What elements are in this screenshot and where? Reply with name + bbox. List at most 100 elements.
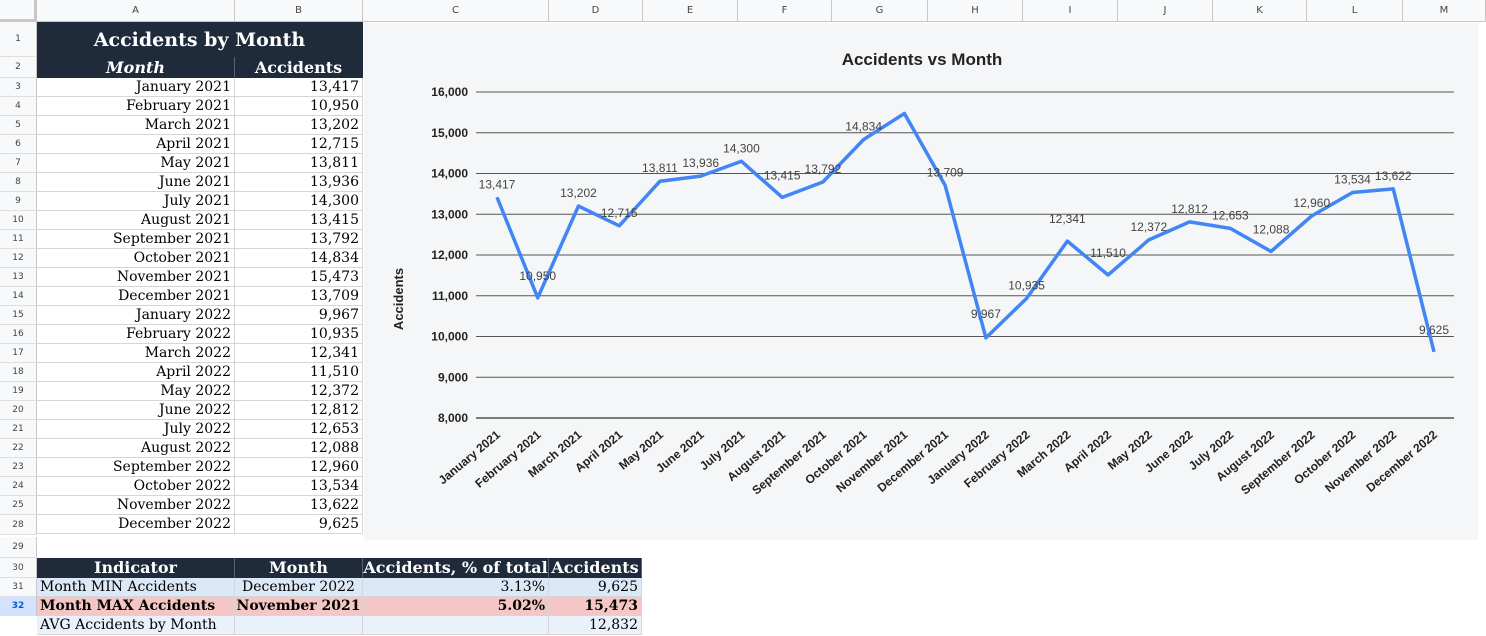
accidents-cell[interactable]: 15,473 [235, 268, 363, 287]
month-cell[interactable]: November 2022 [37, 496, 235, 515]
month-cell[interactable]: October 2022 [37, 477, 235, 496]
accidents-cell[interactable]: 14,300 [235, 192, 363, 211]
column-header-d[interactable]: D [549, 0, 643, 22]
table-title[interactable]: Accidents by Month [37, 22, 363, 57]
column-header-c[interactable]: C [363, 0, 549, 22]
row-header-16[interactable]: 16 [0, 325, 37, 344]
month-cell[interactable]: January 2021 [37, 78, 235, 97]
row-header-7[interactable]: 7 [0, 154, 37, 173]
summary-header-2[interactable]: Accidents, % of total [363, 558, 549, 578]
column-header-i[interactable]: I [1023, 0, 1118, 22]
row-header-5[interactable]: 5 [0, 116, 37, 135]
accidents-cell[interactable]: 9,967 [235, 306, 363, 325]
month-cell[interactable]: April 2022 [37, 363, 235, 382]
accidents-cell[interactable]: 10,935 [235, 325, 363, 344]
select-all-corner[interactable] [0, 0, 37, 22]
row-header-15[interactable]: 15 [0, 306, 37, 325]
summary-avg-indicator[interactable]: AVG Accidents by Month [37, 616, 235, 635]
accidents-cell[interactable]: 13,534 [235, 477, 363, 496]
accidents-cell[interactable]: 13,202 [235, 116, 363, 135]
row-header-11[interactable]: 11 [0, 230, 37, 249]
accidents-cell[interactable]: 11,510 [235, 363, 363, 382]
summary-header-0[interactable]: Indicator [37, 558, 235, 578]
column-header-j[interactable]: J [1118, 0, 1213, 22]
accidents-cell[interactable]: 14,834 [235, 249, 363, 268]
accidents-cell[interactable]: 13,792 [235, 230, 363, 249]
month-cell[interactable]: December 2021 [37, 287, 235, 306]
month-cell[interactable]: July 2021 [37, 192, 235, 211]
header-accidents[interactable]: Accidents [235, 57, 363, 78]
summary-min-value[interactable]: 9,625 [549, 578, 642, 597]
month-cell[interactable]: August 2021 [37, 211, 235, 230]
accidents-cell[interactable]: 13,811 [235, 154, 363, 173]
row-header-10[interactable]: 10 [0, 211, 37, 230]
summary-avg-month[interactable] [235, 616, 363, 635]
month-cell[interactable]: April 2021 [37, 135, 235, 154]
row-header-17[interactable]: 17 [0, 344, 37, 363]
month-cell[interactable]: June 2021 [37, 173, 235, 192]
summary-header-1[interactable]: Month [235, 558, 363, 578]
accidents-cell[interactable]: 12,960 [235, 458, 363, 477]
row-header-29[interactable]: 29 [0, 537, 37, 558]
summary-min-indicator[interactable]: Month MIN Accidents [37, 578, 235, 597]
row-header-1[interactable]: 1 [0, 22, 37, 57]
row-header-20[interactable]: 20 [0, 401, 37, 420]
column-header-l[interactable]: L [1307, 0, 1403, 22]
row-header-4[interactable]: 4 [0, 97, 37, 116]
row-header-2[interactable]: 2 [0, 57, 37, 78]
column-header-h[interactable]: H [928, 0, 1023, 22]
accidents-chart[interactable]: Accidents vs Month Accidents 8,000 9,000 1… [364, 23, 1478, 540]
accidents-cell[interactable]: 12,372 [235, 382, 363, 401]
row-header-6[interactable]: 6 [0, 135, 37, 154]
column-header-a[interactable]: A [37, 0, 235, 22]
accidents-cell[interactable]: 13,936 [235, 173, 363, 192]
month-cell[interactable]: February 2021 [37, 97, 235, 116]
summary-avg-value[interactable]: 12,832 [549, 616, 642, 635]
row-header-9[interactable]: 9 [0, 192, 37, 211]
accidents-cell[interactable]: 10,950 [235, 97, 363, 116]
row-header-3[interactable]: 3 [0, 78, 37, 97]
month-cell[interactable]: September 2021 [37, 230, 235, 249]
row-header-32[interactable]: 32 [0, 597, 37, 616]
month-cell[interactable]: January 2022 [37, 306, 235, 325]
accidents-cell[interactable]: 9,625 [235, 515, 363, 534]
row-header-22[interactable]: 22 [0, 439, 37, 458]
month-cell[interactable]: May 2021 [37, 154, 235, 173]
accidents-cell[interactable]: 13,415 [235, 211, 363, 230]
summary-avg-pct[interactable] [363, 616, 549, 635]
row-header-13[interactable]: 13 [0, 268, 37, 287]
summary-min-pct[interactable]: 3.13% [363, 578, 549, 597]
row-header-31[interactable]: 31 [0, 578, 37, 597]
row-header-28[interactable]: 28 [0, 516, 37, 535]
column-header-k[interactable]: K [1213, 0, 1307, 22]
month-cell[interactable]: August 2022 [37, 439, 235, 458]
accidents-cell[interactable]: 12,653 [235, 420, 363, 439]
row-header-8[interactable]: 8 [0, 173, 37, 192]
month-cell[interactable]: July 2022 [37, 420, 235, 439]
month-cell[interactable]: November 2021 [37, 268, 235, 287]
row-header-21[interactable]: 21 [0, 420, 37, 439]
column-header-f[interactable]: F [738, 0, 832, 22]
summary-max-month[interactable]: November 2021 [235, 597, 363, 616]
accidents-cell[interactable]: 13,709 [235, 287, 363, 306]
row-header-12[interactable]: 12 [0, 249, 37, 268]
summary-max-pct[interactable]: 5.02% [363, 597, 549, 616]
accidents-cell[interactable]: 12,088 [235, 439, 363, 458]
row-header-30[interactable]: 30 [0, 558, 37, 578]
row-header-23[interactable]: 23 [0, 458, 37, 477]
row-header-19[interactable]: 19 [0, 382, 37, 401]
month-cell[interactable]: September 2022 [37, 458, 235, 477]
column-header-m[interactable]: M [1403, 0, 1486, 22]
accidents-cell[interactable]: 12,341 [235, 344, 363, 363]
summary-min-month[interactable]: December 2022 [235, 578, 363, 597]
accidents-cell[interactable]: 12,812 [235, 401, 363, 420]
month-cell[interactable]: October 2021 [37, 249, 235, 268]
month-cell[interactable]: May 2022 [37, 382, 235, 401]
month-cell[interactable]: December 2022 [37, 515, 235, 534]
month-cell[interactable]: March 2021 [37, 116, 235, 135]
month-cell[interactable]: June 2022 [37, 401, 235, 420]
row-header-25[interactable]: 25 [0, 496, 37, 515]
month-cell[interactable]: February 2022 [37, 325, 235, 344]
accidents-cell[interactable]: 12,715 [235, 135, 363, 154]
row-header-24[interactable]: 24 [0, 477, 37, 496]
